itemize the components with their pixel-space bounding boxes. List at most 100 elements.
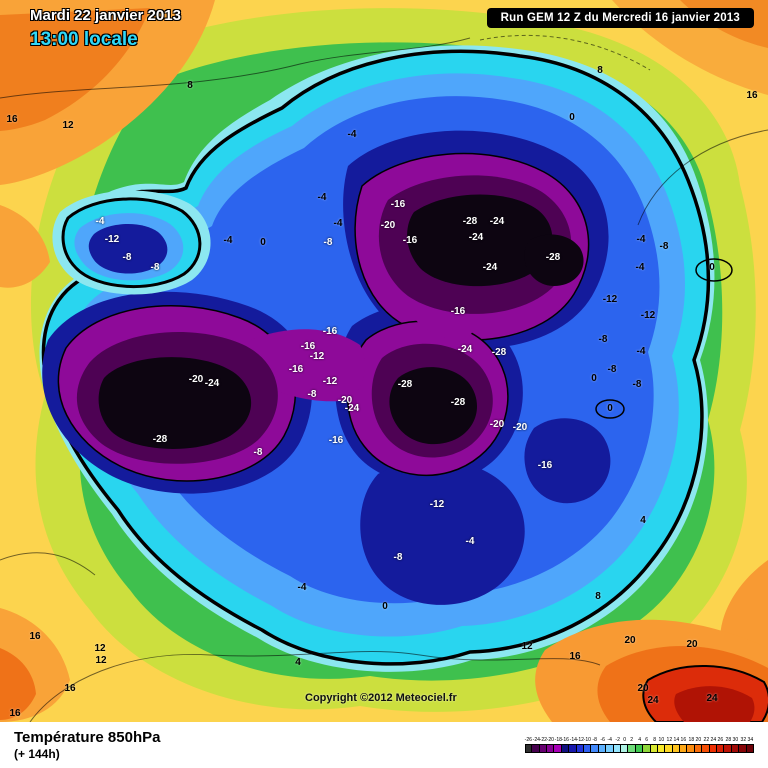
colorbar-cell: 28 [724, 737, 732, 753]
colorbar-swatch [591, 744, 599, 753]
colorbar-swatch [635, 744, 644, 753]
region-deep-orange-bottom-left [0, 648, 36, 720]
colorbar-value: -4 [607, 737, 613, 743]
region-black-core-center [389, 367, 478, 445]
colorbar-cell: 34 [746, 737, 754, 753]
weather-map: 16 12 8 8 16 0 -4 0 -4 -8 -4 -12 -12 -8 -4 -8 0 -8 0 -4 -12-… [0, 0, 768, 722]
isotherm-contour [0, 37, 471, 99]
colorbar-value: -18 [554, 737, 562, 743]
colorbar-cell: -18 [554, 737, 562, 753]
colorbar-cell: -2 [613, 737, 621, 753]
colorbar-cell: -6 [598, 737, 607, 753]
region-orange-right-edge [720, 560, 768, 657]
colorbar-cell: -24 [532, 737, 540, 753]
map-date: Mardi 22 janvier 2013 [30, 7, 181, 24]
colorbar-swatch [731, 744, 740, 753]
colorbar-cell: 22 [702, 737, 710, 753]
colorbar-swatch [569, 744, 577, 753]
colorbar-swatch [643, 744, 651, 753]
region-orange-left-edge [0, 205, 50, 288]
colorbar-value: 0 [623, 737, 627, 743]
closed-contour-zero [695, 258, 733, 282]
colorbar-value: -26 [524, 737, 533, 743]
colorbar-value: 26 [717, 737, 724, 743]
colorbar-value: -6 [600, 737, 605, 743]
colorbar-swatch [665, 744, 673, 753]
colorbar-cell: 30 [731, 737, 740, 753]
colorbar-swatch [672, 744, 681, 753]
isotherm-contour [637, 129, 768, 226]
colorbar-swatch [687, 744, 695, 753]
colorbar-swatch [584, 744, 592, 753]
colorbar-cell: 10 [657, 737, 666, 753]
closed-contour-zero [595, 399, 625, 419]
colorbar-swatch [739, 744, 747, 753]
copyright-text: Copyright ©2012 Meteociel.fr [305, 692, 457, 704]
isotherm-contour [0, 552, 96, 576]
colorbar-cell: -22 [539, 737, 548, 753]
region-black-core-left [98, 357, 252, 449]
colorbar-value: -10 [584, 737, 592, 743]
colorbar-value: 16 [680, 737, 687, 743]
colorbar-swatch [746, 744, 754, 753]
colorbar-swatch [554, 744, 562, 753]
colorbar-cell: 8 [650, 737, 658, 753]
colorbar-value: 4 [638, 737, 641, 743]
colorbar-cell: 26 [717, 737, 725, 753]
colorbar-swatch [524, 744, 533, 753]
colorbar-value: 6 [645, 737, 649, 743]
colorbar-cell: 4 [635, 737, 644, 753]
colorbar-cell: -10 [584, 737, 592, 753]
colorbar-cell: 6 [643, 737, 651, 753]
colorbar-cell: -14 [569, 737, 577, 753]
map-time: 13:00 locale [30, 29, 138, 50]
colorbar-swatch [650, 744, 658, 753]
colorbar-cell: 18 [687, 737, 695, 753]
colorbar-swatch [724, 744, 732, 753]
forecast-hour: (+ 144h) [14, 747, 60, 761]
colorbar-value: 20 [695, 737, 702, 743]
colorbar-cell: -26 [524, 737, 533, 753]
colorbar-cell: 2 [628, 737, 636, 753]
colorbar-value: -12 [576, 737, 585, 743]
colorbar-swatch [628, 744, 636, 753]
colorbar-cell: 14 [672, 737, 681, 753]
colorbar-swatch [539, 744, 548, 753]
colorbar-cell: 20 [694, 737, 703, 753]
colorbar-swatch [680, 744, 688, 753]
region-black-core-top [407, 194, 553, 287]
colorbar-value: -16 [561, 737, 570, 743]
colorbar-cell: -16 [561, 737, 570, 753]
colorbar-cell: -4 [606, 737, 614, 753]
colorbar-value: 10 [658, 737, 665, 743]
colorbar-swatch [532, 744, 540, 753]
region-navy-right [524, 418, 611, 504]
pocket-navy-core [88, 223, 168, 274]
colorbar-value: 22 [703, 737, 709, 743]
colorbar-cell: 12 [665, 737, 673, 753]
colorbar-value: 8 [652, 737, 656, 743]
colorbar-value: -20 [547, 737, 555, 743]
colorbar-swatch [702, 744, 710, 753]
region-deep-orange-top-left [0, 8, 150, 131]
footer-bar: Température 850hPa (+ 144h) -26 -24 -22 -20… [0, 722, 768, 768]
temperature-field-svg [0, 0, 768, 722]
colorbar-value: 28 [725, 737, 731, 743]
colorbar-cell: -20 [547, 737, 555, 753]
run-info-box: Run GEM 12 Z du Mercredi 16 janvier 2013 [486, 8, 754, 28]
colorbar-cell: 32 [739, 737, 747, 753]
colorbar-value: -14 [569, 737, 577, 743]
colorbar-cell: 24 [709, 737, 718, 753]
colorbar-value: -8 [592, 737, 598, 743]
colorbar-value: -22 [539, 737, 548, 743]
colorbar-swatch [547, 744, 555, 753]
colorbar-swatch [561, 744, 570, 753]
colorbar-cell: 0 [620, 737, 629, 753]
map-title: Température 850hPa [14, 729, 161, 746]
isotherm-contour-dashed [479, 34, 651, 71]
colorbar-swatch [598, 744, 607, 753]
colorbar-value: 2 [630, 737, 634, 743]
colorbar: -26 -24 -22 -20 -18 -16 -14 -12 -10 -8 -6 -4 -2 0 2 4 6 8… [524, 737, 754, 753]
colorbar-swatch [657, 744, 666, 753]
